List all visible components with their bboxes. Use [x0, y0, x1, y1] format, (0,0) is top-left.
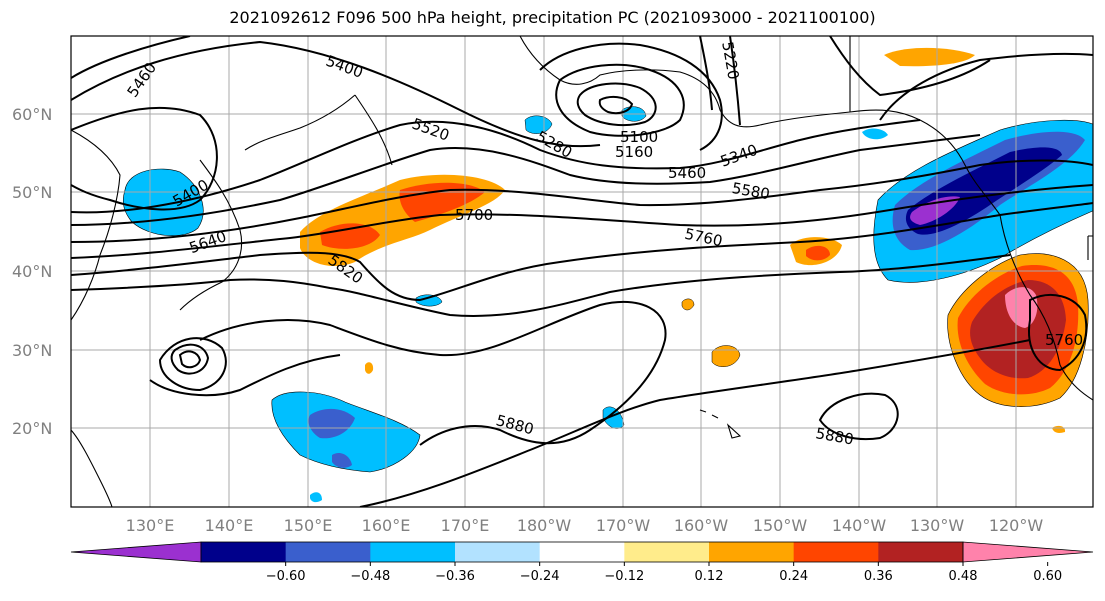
contour-label: 5280 [533, 127, 575, 162]
colorbar-extend-low [70, 541, 202, 563]
contour-label: 5220 [718, 40, 742, 81]
colorbar-tick-label: 0.36 [864, 569, 893, 584]
contour-label: 5460 [123, 59, 160, 101]
lon-label: 160°E [362, 516, 411, 535]
colorbar-tick-label: −0.12 [604, 569, 644, 584]
colorbar-tick-label: 0.12 [695, 569, 724, 584]
lon-label: 130°W [910, 516, 965, 535]
lat-label: 30°N [12, 341, 52, 360]
lat-label: 40°N [12, 262, 52, 281]
colorbar-tick-label: −0.24 [520, 569, 560, 584]
contour-label: 5880 [494, 411, 536, 438]
lon-label: 150°W [753, 516, 808, 535]
colorbar-segment [539, 542, 625, 562]
lon-label: 140°E [205, 516, 254, 535]
contour-label: 5520 [410, 115, 452, 145]
lat-label: 60°N [12, 105, 52, 124]
lat-label: 50°N [12, 183, 52, 202]
precipitation-shading [122, 47, 1093, 503]
colorbar-segment [285, 542, 371, 562]
map-panel: 5460 5400 5400 5220 5520 5280 5100 5160 … [71, 36, 1093, 507]
colorbar-segment [201, 542, 287, 562]
colorbar-tick-label: −0.48 [350, 569, 390, 584]
lat-label: 20°N [12, 419, 52, 438]
lon-label: 120°W [989, 516, 1044, 535]
colorbar-tick-label: −0.60 [266, 569, 306, 584]
lon-label: 130°E [126, 516, 175, 535]
contour-label: 5760 [1045, 331, 1083, 349]
contour-label: 5700 [455, 206, 493, 224]
lon-label: 170°W [596, 516, 651, 535]
colorbar-tick-label: −0.36 [435, 569, 475, 584]
contour-label: 5760 [683, 225, 724, 251]
map-frame [70, 35, 1094, 508]
colorbar-segment [370, 542, 456, 562]
height-contours [71, 36, 1093, 507]
colorbar-tick-label: 0.24 [779, 569, 808, 584]
colorbar-segment [624, 542, 710, 562]
graticule [71, 36, 1093, 507]
lon-label: 180°W [517, 516, 572, 535]
contour-label: 5160 [615, 143, 653, 161]
colorbar-tick-label: 0.48 [949, 569, 978, 584]
colorbar-segment [709, 542, 795, 562]
lon-label: 160°W [674, 516, 729, 535]
longitude-labels: 130°E 140°E 150°E 160°E 170°E 180°W 170°… [126, 516, 1044, 535]
colorbar-extend-high [962, 541, 1094, 563]
colorbar-segment [793, 542, 879, 562]
colorbar-tick-label: 0.60 [1033, 569, 1062, 584]
contour-label: 5100 [620, 128, 658, 146]
latitude-labels: 60°N 50°N 40°N 30°N 20°N [12, 105, 52, 438]
colorbar-segment [455, 542, 541, 562]
lon-label: 170°E [441, 516, 490, 535]
colorbar-frame [200, 541, 964, 563]
contour-label: 5400 [323, 52, 365, 82]
contour-label: 5460 [668, 164, 706, 182]
lon-label: 140°W [832, 516, 887, 535]
contour-label: 5340 [718, 141, 760, 171]
lon-label: 150°E [284, 516, 333, 535]
map-title: 2021092612 F096 500 hPa height, precipit… [229, 8, 876, 27]
colorbar-segment [878, 542, 964, 562]
colorbar: −0.60 −0.48 −0.36 −0.24 −0.12 0.12 0.24 0.36 0.4… [70, 541, 1094, 584]
